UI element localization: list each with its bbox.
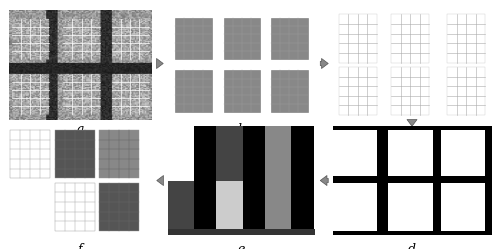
- Text: e: e: [238, 243, 244, 249]
- Bar: [292, 181, 314, 235]
- Bar: [332, 183, 377, 231]
- Text: d: d: [408, 243, 416, 249]
- Bar: [447, 67, 485, 115]
- Bar: [392, 67, 430, 115]
- Bar: [175, 70, 212, 112]
- Bar: [194, 181, 216, 235]
- Bar: [447, 14, 485, 62]
- Bar: [175, 18, 212, 59]
- Bar: [332, 130, 377, 178]
- Bar: [271, 70, 308, 112]
- Bar: [10, 130, 50, 178]
- Bar: [224, 18, 260, 59]
- Bar: [388, 183, 432, 231]
- Bar: [54, 130, 94, 178]
- Text: b: b: [237, 123, 245, 135]
- Bar: [440, 130, 485, 178]
- Bar: [265, 126, 291, 181]
- Bar: [168, 229, 315, 235]
- Bar: [265, 181, 291, 235]
- Bar: [332, 176, 492, 183]
- Text: f: f: [78, 243, 82, 249]
- Bar: [388, 130, 432, 178]
- Bar: [242, 126, 265, 181]
- Bar: [216, 181, 242, 235]
- Bar: [242, 181, 265, 235]
- Bar: [339, 14, 377, 62]
- Bar: [339, 67, 377, 115]
- Bar: [440, 183, 485, 231]
- Bar: [224, 70, 260, 112]
- Bar: [99, 183, 138, 231]
- Bar: [54, 183, 94, 231]
- Bar: [168, 126, 194, 181]
- Bar: [392, 14, 430, 62]
- Bar: [216, 126, 242, 181]
- Text: a: a: [76, 123, 84, 135]
- Bar: [168, 181, 194, 235]
- Bar: [292, 126, 314, 181]
- Text: c: c: [408, 123, 416, 135]
- Bar: [271, 18, 308, 59]
- Bar: [99, 130, 138, 178]
- Bar: [194, 126, 216, 181]
